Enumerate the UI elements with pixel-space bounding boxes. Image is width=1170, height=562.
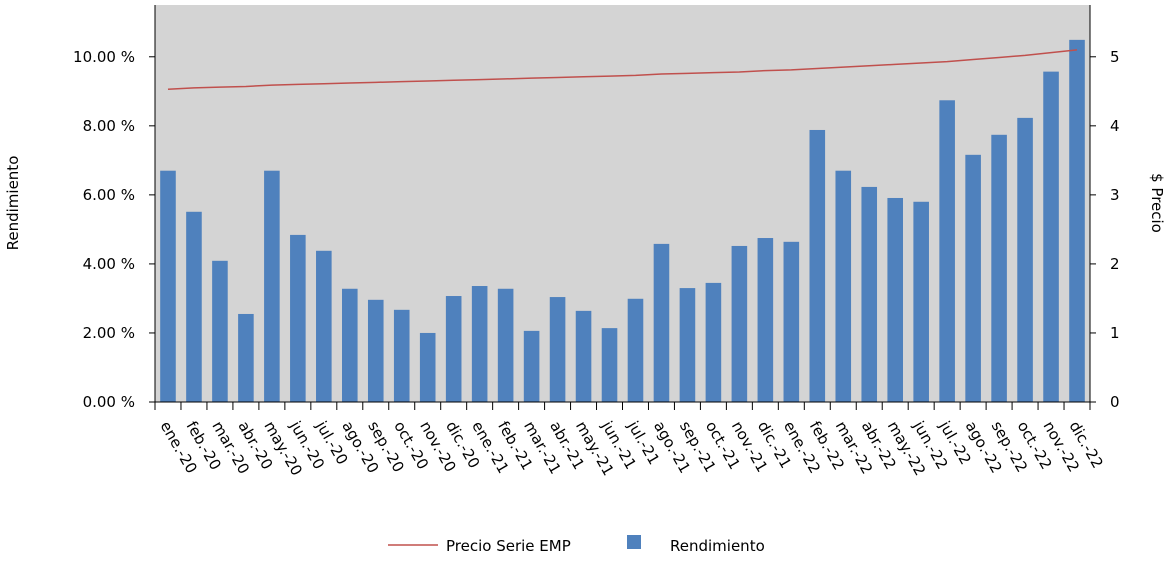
- bar: [445, 296, 462, 402]
- bar: [679, 288, 696, 402]
- legend-label: Precio Serie EMP: [446, 537, 571, 555]
- line: [167, 49, 1078, 90]
- y-tick-label: 0.00 %: [83, 393, 135, 411]
- bar: [1017, 117, 1033, 403]
- bar: [783, 241, 800, 402]
- bar: [705, 282, 722, 402]
- y2-tick-label: 2: [1110, 255, 1120, 273]
- bar: [913, 201, 929, 402]
- bar: [1043, 71, 1059, 402]
- y2-tick-label: 4: [1110, 117, 1120, 135]
- bar: [549, 297, 566, 402]
- bar: [290, 234, 306, 402]
- y2-tick-label: 0: [1110, 393, 1120, 411]
- bar: [186, 211, 202, 402]
- bar: [835, 170, 852, 402]
- bar: [419, 332, 436, 402]
- y-axis-label: Rendimiento: [4, 156, 22, 251]
- bar: [991, 134, 1007, 402]
- bar: [264, 170, 280, 402]
- bar: [238, 313, 254, 402]
- y-tick-label: 6.00 %: [83, 186, 135, 204]
- y2-tick-label: 1: [1110, 324, 1120, 342]
- y2-tick-label: 3: [1110, 186, 1120, 204]
- y-tick-label: 4.00 %: [83, 255, 135, 273]
- y2-axis-label: $ Precio: [1148, 173, 1166, 233]
- bar: [212, 260, 228, 402]
- bar: [653, 243, 670, 402]
- bar: [497, 288, 514, 402]
- bar: [1069, 39, 1085, 403]
- bar: [575, 310, 592, 402]
- bar: [965, 154, 981, 402]
- bar: [731, 245, 748, 402]
- bar: [601, 328, 618, 402]
- bar: [342, 288, 358, 402]
- bar: [757, 238, 774, 402]
- bar: [393, 309, 410, 402]
- bar: [939, 100, 955, 402]
- bar: [523, 330, 540, 402]
- plot-area: [155, 5, 1090, 402]
- bar: [861, 186, 878, 402]
- bar: [809, 129, 826, 402]
- bar: [471, 286, 488, 402]
- bar: [627, 298, 644, 402]
- y2-tick-label: 5: [1110, 48, 1120, 66]
- y-tick-label: 8.00 %: [83, 117, 135, 135]
- bar: [160, 170, 176, 402]
- bar: [887, 197, 903, 402]
- bar: [367, 299, 384, 402]
- y-tick-label: 2.00 %: [83, 324, 135, 342]
- bar: [316, 250, 332, 402]
- legend-label: Rendimiento: [670, 537, 765, 555]
- y-tick-label: 10.00 %: [73, 48, 135, 66]
- legend-swatch: [627, 535, 641, 549]
